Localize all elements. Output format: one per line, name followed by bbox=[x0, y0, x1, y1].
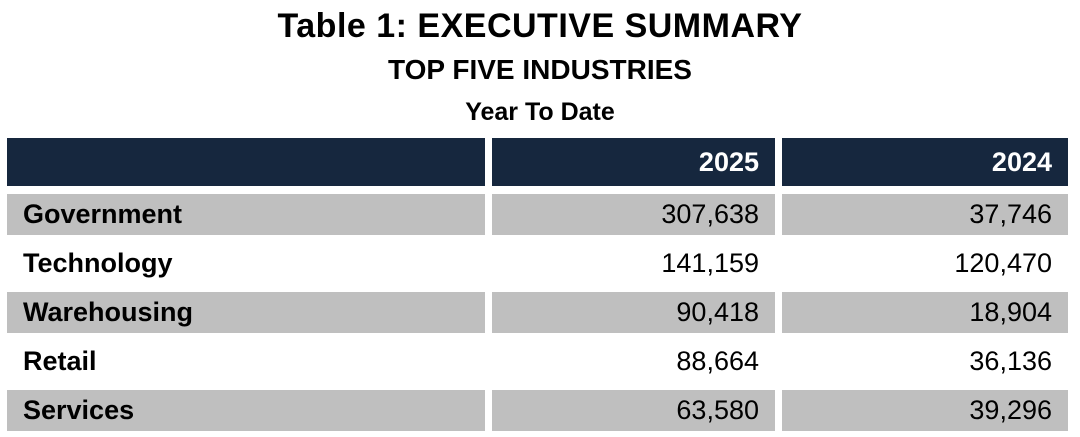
row-government-2024: 37,746 bbox=[782, 194, 1068, 235]
header-cell-2024: 2024 bbox=[782, 138, 1068, 186]
row-label-retail: Retail bbox=[7, 341, 485, 382]
page-period: Year To Date bbox=[465, 97, 615, 126]
row-label-services: Services bbox=[7, 390, 485, 431]
row-retail-2024: 36,136 bbox=[782, 341, 1068, 382]
row-label-government: Government bbox=[7, 194, 485, 235]
header-cell-2025: 2025 bbox=[492, 138, 775, 186]
row-warehousing-2025: 90,418 bbox=[492, 292, 775, 333]
title-block: Table 1: EXECUTIVE SUMMARY TOP FIVE INDU… bbox=[0, 0, 1080, 138]
row-label-technology: Technology bbox=[7, 243, 485, 284]
header-cell-industry bbox=[7, 138, 485, 186]
row-technology-2025: 141,159 bbox=[492, 243, 775, 284]
row-services-2024: 39,296 bbox=[782, 390, 1068, 431]
page-subtitle: TOP FIVE INDUSTRIES bbox=[388, 54, 692, 86]
page-title: Table 1: EXECUTIVE SUMMARY bbox=[277, 7, 803, 45]
row-label-warehousing: Warehousing bbox=[7, 292, 485, 333]
row-retail-2025: 88,664 bbox=[492, 341, 775, 382]
row-services-2025: 63,580 bbox=[492, 390, 775, 431]
row-technology-2024: 120,470 bbox=[782, 243, 1068, 284]
row-government-2025: 307,638 bbox=[492, 194, 775, 235]
row-warehousing-2024: 18,904 bbox=[782, 292, 1068, 333]
top-industries-table: 2025 2024 Government 307,638 37,746 Tech… bbox=[7, 138, 1068, 431]
